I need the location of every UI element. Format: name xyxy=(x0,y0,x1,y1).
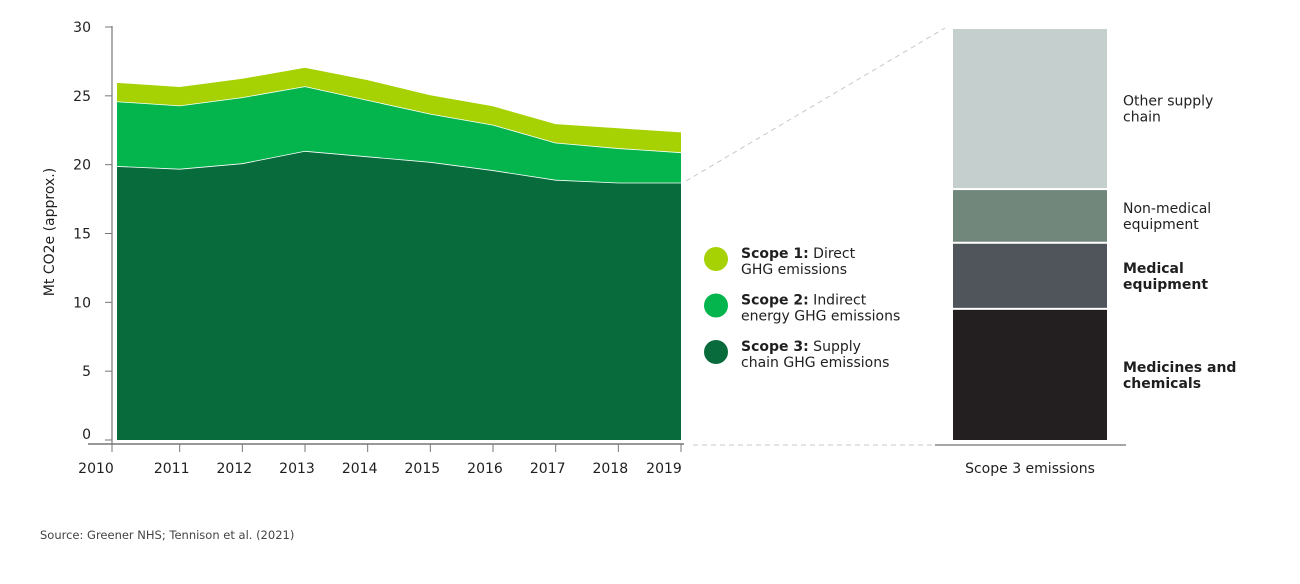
x-tick-label: 2014 xyxy=(342,461,378,477)
y-tick-label: 25 xyxy=(73,89,91,105)
segment-label-line2: chemicals xyxy=(1123,376,1201,392)
y-tick-label: 15 xyxy=(73,227,91,243)
segment-label-line2: equipment xyxy=(1123,277,1208,293)
x-tick-label: 2016 xyxy=(467,461,503,477)
legend-label-line2: chain GHG emissions xyxy=(741,355,889,371)
scope3-breakdown-bar: Medicines andchemicalsMedicalequipmentNo… xyxy=(953,29,1236,440)
x-tick-label: 2019 xyxy=(646,461,682,477)
y-tick-label: 0 xyxy=(82,427,91,443)
bar-category-label: Scope 3 emissions xyxy=(965,461,1095,477)
segment-label: Medical xyxy=(1123,261,1184,277)
x-tick-label: 2018 xyxy=(593,461,629,477)
area-scope-2 xyxy=(117,86,681,183)
legend-label: Scope 1: Direct xyxy=(741,246,856,262)
y-tick-label: 30 xyxy=(73,20,91,36)
segment-label: Medicines and xyxy=(1123,360,1236,376)
legend-swatch xyxy=(704,247,728,271)
bar-segment xyxy=(953,29,1107,189)
bar-segment xyxy=(953,243,1107,308)
area-scope-1 xyxy=(117,66,681,153)
y-axis-label: Mt CO2e (approx.) xyxy=(42,168,58,296)
bar-segment xyxy=(953,309,1107,440)
area-boundary-line xyxy=(116,150,681,184)
y-tick-label: 10 xyxy=(73,295,91,311)
legend-swatch xyxy=(704,340,728,364)
area-chart-axes: 0 5 10 15 20 25 30 2010 2011 2012 2013 2014 2015 2016… xyxy=(73,20,684,477)
segment-label: Other supply xyxy=(1123,94,1213,110)
legend-label-line2: GHG emissions xyxy=(741,262,847,278)
source-note: Source: Greener NHS; Tennison et al. (20… xyxy=(40,528,294,542)
segment-label-line2: chain xyxy=(1123,110,1161,126)
x-tick-label: 2013 xyxy=(279,461,315,477)
legend-swatch xyxy=(704,293,728,318)
y-tick-label: 5 xyxy=(82,364,91,380)
x-tick-label: 2017 xyxy=(530,461,566,477)
segment-label: Non-medical xyxy=(1123,201,1211,217)
segment-label-line2: equipment xyxy=(1123,217,1199,233)
area-boundary-line xyxy=(116,66,682,133)
zoom-connector-top xyxy=(685,27,946,182)
bar-segment xyxy=(953,190,1107,242)
legend-label: Scope 2: Indirect xyxy=(741,293,867,309)
area-chart xyxy=(116,66,682,440)
x-tick-label: 2010 xyxy=(78,461,114,477)
area-scope-3 xyxy=(117,150,681,440)
x-tick-label: 2015 xyxy=(405,461,441,477)
x-tick-label: 2012 xyxy=(217,461,253,477)
legend-label: Scope 3: Supply xyxy=(741,339,861,355)
legend-label-line2: energy GHG emissions xyxy=(741,309,900,325)
x-tick-label: 2011 xyxy=(154,461,190,477)
y-tick-label: 20 xyxy=(73,158,91,174)
